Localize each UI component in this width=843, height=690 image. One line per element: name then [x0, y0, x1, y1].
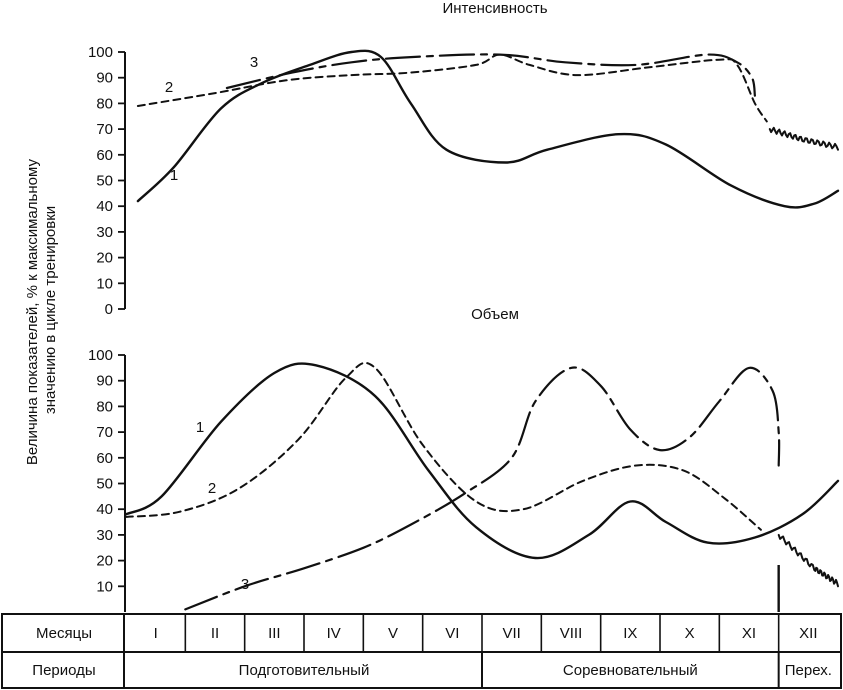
intensity-series-1-line	[136, 49, 840, 209]
volume-series-1-label: 1	[196, 419, 204, 436]
intensity-y-tick-label: 40	[96, 198, 113, 215]
volume-series-2-label: 2	[208, 480, 216, 497]
intensity-y-tick-label: 90	[96, 70, 113, 87]
periods-row-label: Периоды	[32, 662, 95, 679]
y-axis-label-line1: Величина показателей, % к максимальному	[24, 159, 41, 466]
volume-y-axis: 10 20 30 40 50 60 70 80 90 100	[88, 347, 126, 612]
intensity-title: Интенсивность	[442, 0, 547, 17]
intensity-series-2-line	[136, 53, 768, 123]
month-cell-IX: IX	[623, 625, 637, 642]
volume-y-tick-label: 60	[96, 450, 113, 467]
volume-series-transition-line	[777, 533, 839, 588]
volume-series-3-label: 3	[241, 576, 249, 593]
month-cell-VIII: VIII	[560, 625, 583, 642]
month-cell-VII: VII	[502, 625, 520, 642]
intensity-y-tick-label: 20	[96, 250, 113, 267]
period-cell-1: Подготовительный	[239, 662, 370, 679]
intensity-series-transition-line	[768, 126, 839, 151]
volume-series-2-line	[125, 362, 762, 531]
intensity-y-tick-label: 0	[105, 301, 113, 318]
intensity-series-3-line	[225, 53, 756, 97]
intensity-y-axis: 0 10 20 30 40 50 60 70 80 90 100	[88, 44, 126, 318]
volume-y-tick-label: 70	[96, 424, 113, 441]
period-cell-2: Соревновательный	[563, 662, 698, 679]
volume-y-tick-label: 20	[96, 553, 113, 570]
volume-y-tick-label: 30	[96, 527, 113, 544]
month-cell-X: X	[685, 625, 695, 642]
y-axis-label-line2: значению в цикле тренировки	[42, 206, 59, 414]
volume-y-tick-label: 40	[96, 501, 113, 518]
intensity-y-tick-label: 30	[96, 224, 113, 241]
intensity-series-3-label: 3	[250, 54, 258, 71]
month-cell-VI: VI	[445, 625, 459, 642]
intensity-y-tick-label: 100	[88, 44, 113, 61]
intensity-y-tick-label: 80	[96, 95, 113, 112]
intensity-series: 1 2 3	[136, 49, 840, 209]
volume-y-tick-label: 50	[96, 476, 113, 493]
intensity-series-2-label: 2	[165, 79, 173, 96]
intensity-y-tick-label: 10	[96, 275, 113, 292]
month-cell-II: II	[211, 625, 219, 642]
month-cell-I: I	[154, 625, 158, 642]
month-cell-III: III	[268, 625, 281, 642]
month-cell-XI: XI	[742, 625, 756, 642]
volume-series-3-line	[184, 366, 781, 611]
volume-y-tick-label: 80	[96, 398, 113, 415]
months-row-label: Месяцы	[36, 625, 92, 642]
y-axis-label: Величина показателей, % к максимальному …	[24, 155, 59, 465]
intensity-y-tick-label: 50	[96, 173, 113, 190]
volume-y-tick-label: 10	[96, 578, 113, 595]
month-cell-IV: IV	[327, 625, 341, 642]
volume-series: 1 2 3	[124, 362, 840, 612]
intensity-y-tick-label: 60	[96, 147, 113, 164]
period-cell-3: Перех.	[785, 662, 832, 679]
volume-series-1-line	[124, 362, 840, 560]
intensity-y-tick-label: 70	[96, 121, 113, 138]
month-cell-XII: XII	[799, 625, 817, 642]
month-cell-V: V	[388, 625, 398, 642]
volume-title: Объем	[471, 306, 519, 323]
volume-y-tick-label: 90	[96, 373, 113, 390]
volume-y-tick-label: 100	[88, 347, 113, 364]
intensity-series-1-label: 1	[170, 167, 178, 184]
